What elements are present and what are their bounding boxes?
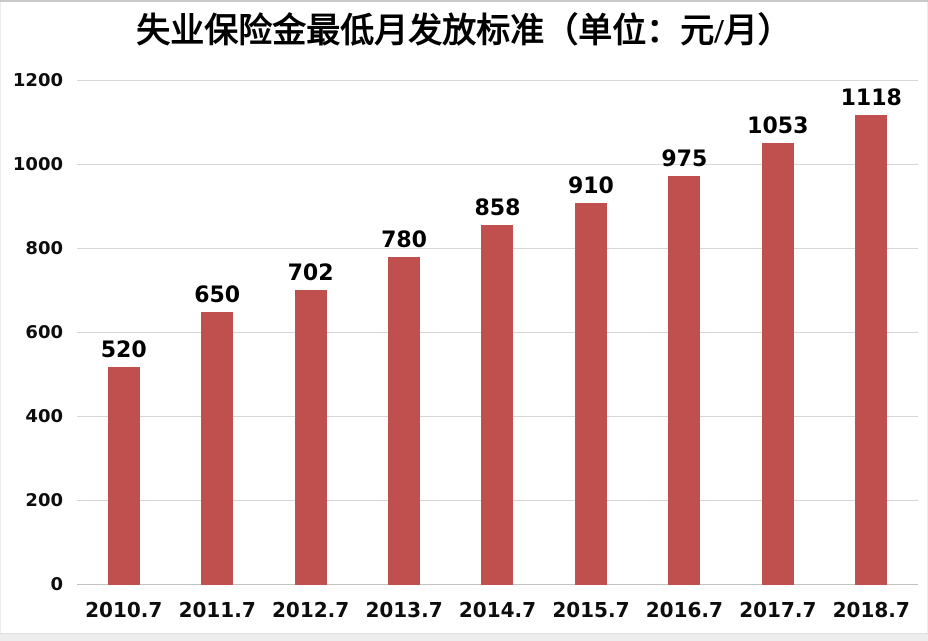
x-axis-tick-label: 2014.7 <box>458 598 537 622</box>
chart-title: 失业保险金最低月发放标准（单位：元/月） <box>136 13 792 50</box>
bar-columns: 520 650 702 780 858 910 975 1053 1118 <box>77 81 918 585</box>
bar-value-label: 910 <box>567 173 614 199</box>
bar-column: 1053 <box>731 114 824 585</box>
bar-value-label: 702 <box>287 261 334 287</box>
bar <box>201 312 234 585</box>
y-axis-tick-label: 600 <box>25 322 63 343</box>
bar-column: 650 <box>170 283 263 585</box>
y-axis-tick-label: 800 <box>25 238 63 259</box>
y-axis-tick-label: 400 <box>25 406 63 427</box>
bar-column: 520 <box>77 338 170 585</box>
bar-column: 702 <box>264 261 357 585</box>
bar <box>855 115 888 585</box>
bar-value-label: 520 <box>100 337 147 363</box>
bar <box>107 366 140 585</box>
x-axis-tick-label: 2011.7 <box>178 598 256 622</box>
bar-value-label: 780 <box>381 228 427 254</box>
x-axis-tick-label: 2017.7 <box>739 598 817 622</box>
bar-value-label: 650 <box>194 283 241 308</box>
gridline <box>77 164 918 165</box>
bar-value-label: 975 <box>661 146 708 172</box>
x-axis-tick-label: 2015.7 <box>552 598 630 622</box>
gridline <box>77 80 918 81</box>
bar-column: 910 <box>544 174 637 585</box>
y-axis-tick-label: 200 <box>25 490 63 511</box>
y-axis-tick-label: 1000 <box>12 154 63 175</box>
bar-column: 780 <box>357 228 450 585</box>
x-axis-tick-label: 2010.7 <box>85 598 163 622</box>
x-axis-tick-label: 2013.7 <box>365 598 443 622</box>
bar <box>574 202 607 585</box>
bar <box>388 257 421 585</box>
bar <box>668 175 701 585</box>
bar-column: 975 <box>638 146 731 585</box>
bar-column: 858 <box>451 196 544 585</box>
x-axis-tick-label: 2018.7 <box>832 598 910 622</box>
x-axis: 2010.7 2011.7 2012.7 2013.7 2014.7 2015.7 2016… <box>77 596 918 624</box>
y-axis-tick-label: 1200 <box>12 70 63 91</box>
bar-column: 1118 <box>825 86 918 585</box>
bar <box>481 224 514 585</box>
bar-value-label: 858 <box>474 195 521 221</box>
bar-value-label: 1118 <box>840 86 902 112</box>
plot-area: 520 650 702 780 858 910 975 1053 1118 <box>77 80 918 585</box>
x-axis-tick-label: 2012.7 <box>272 598 350 622</box>
y-axis-tick-label: 0 <box>50 574 63 595</box>
x-axis-tick-label: 2016.7 <box>645 598 723 622</box>
bar-value-label: 1053 <box>747 113 809 139</box>
bar <box>761 142 794 585</box>
bar <box>294 290 327 585</box>
bottom-edge-strip <box>0 633 928 641</box>
